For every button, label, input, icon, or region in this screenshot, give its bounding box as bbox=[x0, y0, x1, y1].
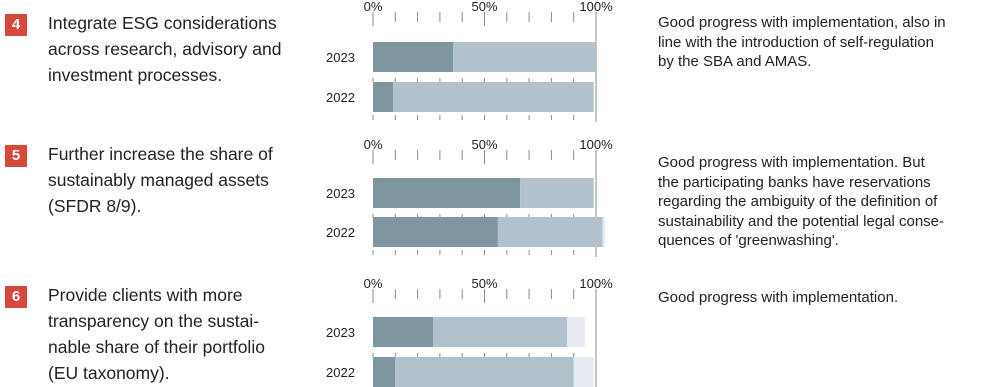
goal-row-6: 6 Provide clients with more transparency… bbox=[0, 277, 989, 387]
bar-segment bbox=[373, 42, 454, 72]
category-label: 2022 bbox=[326, 225, 355, 240]
axis-tick-label: 0% bbox=[364, 138, 383, 152]
bar-segment bbox=[497, 217, 603, 247]
bar-segment bbox=[373, 82, 394, 112]
goal-title: Further increase the share of sustainabl… bbox=[48, 141, 273, 219]
axis-tick-label: 50% bbox=[471, 138, 497, 152]
goal-title-line: across research, advisory and bbox=[48, 39, 282, 59]
bar-segment bbox=[453, 42, 596, 72]
category-label: 2022 bbox=[326, 90, 355, 105]
bar-segment bbox=[373, 217, 498, 247]
axis-tick-label: 50% bbox=[471, 0, 497, 14]
goal-number-badge: 6 bbox=[5, 286, 27, 308]
bar-segment bbox=[393, 82, 594, 112]
bar-segment bbox=[373, 317, 434, 347]
goal-title-line: Provide clients with more bbox=[48, 285, 243, 305]
goal-title-line: transparency on the sustai- bbox=[48, 311, 260, 331]
goal-title-line: sustainably managed assets bbox=[48, 170, 269, 190]
goal-title-line: investment processes. bbox=[48, 65, 223, 85]
comment-line: sustainability and the potential legal c… bbox=[658, 212, 945, 230]
goal-title-line: (SFDR 8/9). bbox=[48, 196, 142, 216]
bar-segment bbox=[373, 357, 396, 387]
axis-tick-label: 100% bbox=[579, 0, 613, 14]
category-label: 2022 bbox=[326, 365, 355, 380]
bar-segment bbox=[602, 217, 605, 247]
goal-title-line: nable share of their portfolio bbox=[48, 337, 265, 357]
bar-segment bbox=[573, 357, 594, 387]
axis-tick-label: 50% bbox=[471, 277, 497, 291]
category-label: 2023 bbox=[326, 325, 355, 340]
axis-tick-label: 0% bbox=[364, 277, 383, 291]
category-label: 2023 bbox=[326, 186, 355, 201]
bar-segment bbox=[373, 178, 521, 208]
goal-title-line: Further increase the share of bbox=[48, 144, 273, 164]
goal-title: Provide clients with more transparency o… bbox=[48, 282, 265, 386]
goal-number-badge: 4 bbox=[5, 14, 27, 36]
comment-line: regarding the ambiguity of the definitio… bbox=[658, 193, 938, 210]
progress-chart-goal-4: 0% 50% 100% 2023 2022 bbox=[326, 0, 613, 122]
bar-segment bbox=[567, 317, 585, 347]
axis-tick-label: 100% bbox=[579, 138, 613, 152]
axis-tick-label: 100% bbox=[579, 277, 613, 291]
comment-line: line with the introduction of self-regul… bbox=[658, 33, 934, 51]
goal-comment: Good progress with implementation, also … bbox=[658, 13, 988, 72]
axis-tick-label: 0% bbox=[364, 0, 383, 14]
comment-line: the participating banks have reservation… bbox=[658, 173, 931, 191]
comment-line: Good progress with implementation, also … bbox=[658, 14, 946, 31]
goal-comment: Good progress with implementation. But t… bbox=[658, 153, 988, 251]
progress-chart-goal-6: 0% 50% 100% 2023 2022 bbox=[326, 277, 613, 387]
comment-line: Good progress with implementation. But bbox=[658, 154, 925, 171]
goal-row-5: 5 Further increase the share of sustaina… bbox=[0, 138, 989, 268]
comment-line: by the SBA and AMAS. bbox=[658, 53, 812, 70]
bar-segment bbox=[395, 357, 574, 387]
goal-title-line: (EU taxonomy). bbox=[48, 363, 170, 383]
bar-segment bbox=[520, 178, 594, 208]
comment-line: quences of 'greenwashing'. bbox=[658, 232, 839, 249]
goal-title-line: Integrate ESG considerations bbox=[48, 13, 277, 33]
goal-title: Integrate ESG considerations across rese… bbox=[48, 10, 281, 88]
goal-row-4: 4 Integrate ESG considerations across re… bbox=[0, 0, 989, 125]
progress-chart-goal-5: 0% 50% 100% 2023 2022 bbox=[326, 138, 613, 257]
goal-number-badge: 5 bbox=[5, 145, 27, 167]
bar-segment bbox=[433, 317, 568, 347]
goal-comment: Good progress with implementation. bbox=[658, 288, 988, 308]
category-label: 2023 bbox=[326, 50, 355, 65]
comment-line: Good progress with implementation. bbox=[658, 289, 899, 306]
